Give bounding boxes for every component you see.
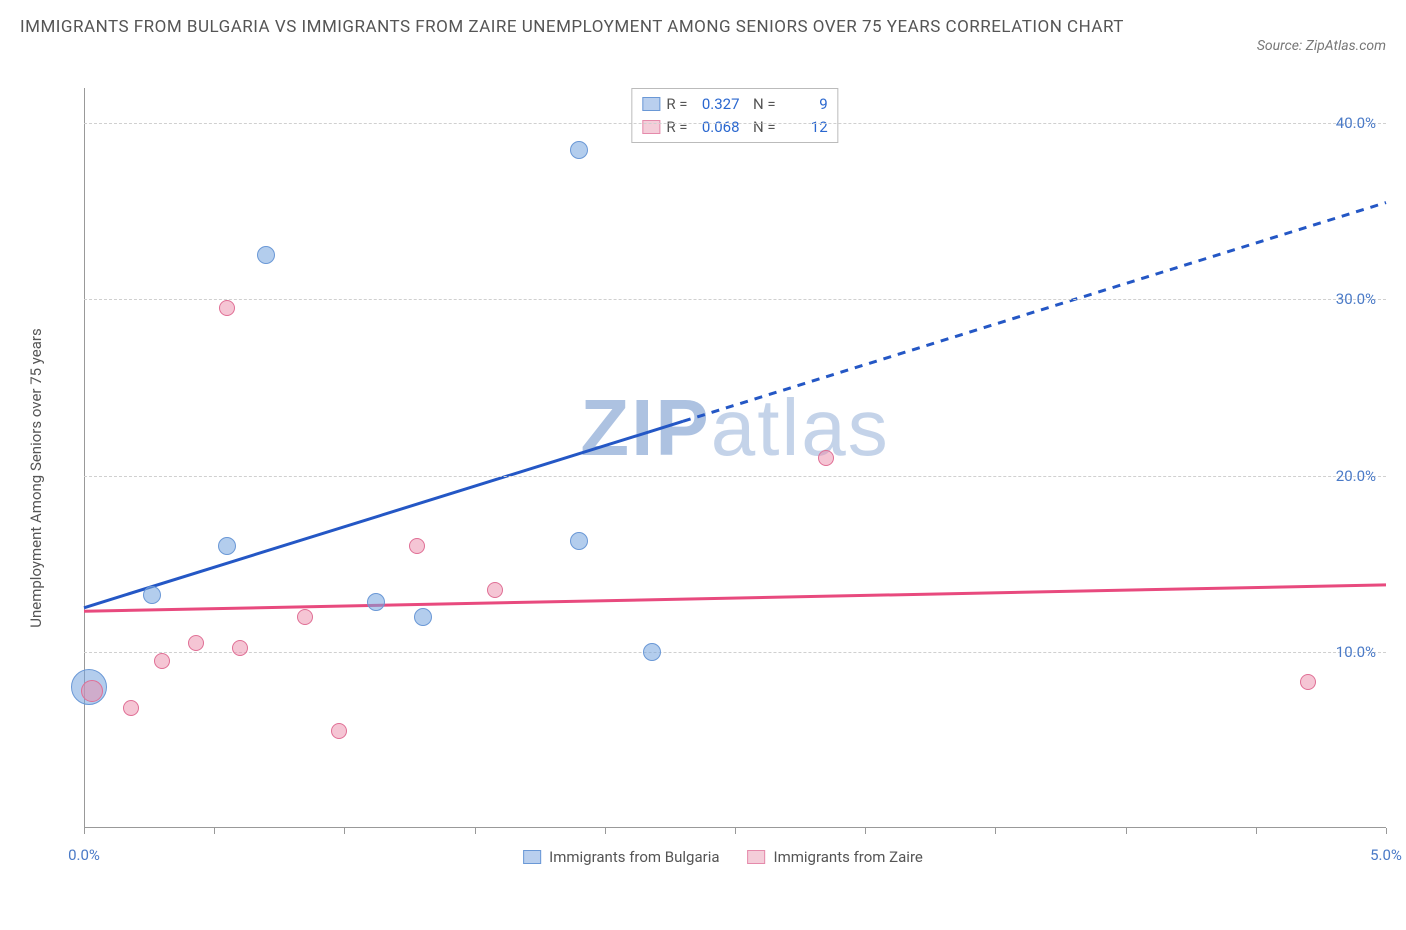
swatch-bulgaria <box>642 97 660 111</box>
x-tick-mark <box>1256 828 1257 834</box>
x-tick-label: 0.0% <box>68 846 100 864</box>
y-tick-label: 30.0% <box>1336 290 1376 308</box>
trend-line <box>84 421 683 607</box>
scatter-point-zaire <box>219 300 235 316</box>
scatter-point-zaire <box>123 700 139 716</box>
legend-swatch <box>748 850 766 864</box>
stat-value-n-zaire: 12 <box>782 116 828 139</box>
legend-item: Immigrants from Zaire <box>748 848 923 866</box>
scatter-point-zaire <box>1300 674 1316 690</box>
stat-label-r: R = <box>666 116 687 139</box>
scatter-point-bulgaria <box>143 586 161 604</box>
scatter-point-bulgaria <box>570 141 588 159</box>
scatter-point-zaire <box>188 635 204 651</box>
scatter-point-bulgaria <box>643 643 661 661</box>
scatter-point-zaire <box>331 723 347 739</box>
chart-zone: Unemployment Among Seniors over 75 years… <box>60 88 1386 868</box>
source-label: Source: ZipAtlas.com <box>1257 38 1386 54</box>
x-tick-mark <box>995 828 996 834</box>
x-tick-mark <box>344 828 345 834</box>
legend-item: Immigrants from Bulgaria <box>523 848 719 866</box>
trend-line <box>683 203 1386 422</box>
chart-title: IMMIGRANTS FROM BULGARIA VS IMMIGRANTS F… <box>20 14 1124 41</box>
scatter-point-bulgaria <box>218 537 236 555</box>
x-tick-mark <box>735 828 736 834</box>
stat-value-n-bulgaria: 9 <box>782 93 828 116</box>
scatter-point-bulgaria <box>257 246 275 264</box>
scatter-point-bulgaria <box>570 532 588 550</box>
trend-line <box>84 585 1386 611</box>
scatter-point-zaire <box>818 450 834 466</box>
stat-label-r: R = <box>666 93 687 116</box>
y-axis-label: Unemployment Among Seniors over 75 years <box>27 328 45 627</box>
stats-legend-box: R = 0.327 N = 9 R = 0.068 N = 12 <box>631 88 838 143</box>
x-tick-mark <box>605 828 606 834</box>
legend-swatch <box>523 850 541 864</box>
stats-row-bulgaria: R = 0.327 N = 9 <box>642 93 827 116</box>
swatch-zaire <box>642 120 660 134</box>
legend-label: Immigrants from Bulgaria <box>549 848 719 866</box>
scatter-point-zaire <box>154 653 170 669</box>
x-tick-mark <box>865 828 866 834</box>
title-row: IMMIGRANTS FROM BULGARIA VS IMMIGRANTS F… <box>20 14 1386 54</box>
gridline-h <box>84 299 1386 300</box>
plot-area: ZIPatlas R = 0.327 N = 9 R = 0.068 N = <box>84 88 1386 828</box>
scatter-point-zaire <box>232 640 248 656</box>
scatter-point-zaire <box>409 538 425 554</box>
scatter-point-bulgaria <box>367 593 385 611</box>
x-tick-mark <box>475 828 476 834</box>
scatter-point-zaire <box>297 609 313 625</box>
y-axis-line <box>84 88 85 828</box>
scatter-point-zaire <box>487 582 503 598</box>
watermark-light: atlas <box>711 383 890 472</box>
x-tick-label: 5.0% <box>1370 846 1402 864</box>
stat-value-r-zaire: 0.068 <box>694 116 740 139</box>
trend-lines-svg <box>84 88 1386 828</box>
bottom-legend: Immigrants from Bulgaria Immigrants from … <box>523 848 923 866</box>
stat-label-n: N = <box>746 93 776 116</box>
scatter-point-bulgaria <box>414 608 432 626</box>
x-tick-mark <box>84 828 85 834</box>
x-tick-mark <box>214 828 215 834</box>
y-tick-label: 10.0% <box>1336 643 1376 661</box>
stat-label-n: N = <box>746 116 776 139</box>
stats-row-zaire: R = 0.068 N = 12 <box>642 116 827 139</box>
chart-container: IMMIGRANTS FROM BULGARIA VS IMMIGRANTS F… <box>0 0 1406 930</box>
legend-label: Immigrants from Zaire <box>774 848 923 866</box>
watermark: ZIPatlas <box>580 382 889 474</box>
gridline-h <box>84 476 1386 477</box>
watermark-bold: ZIP <box>580 383 710 472</box>
scatter-point-zaire <box>81 680 103 702</box>
stat-value-r-bulgaria: 0.327 <box>694 93 740 116</box>
y-tick-label: 40.0% <box>1336 114 1376 132</box>
x-tick-mark <box>1126 828 1127 834</box>
gridline-h <box>84 652 1386 653</box>
gridline-h <box>84 123 1386 124</box>
x-tick-mark <box>1386 828 1387 834</box>
y-tick-label: 20.0% <box>1336 467 1376 485</box>
